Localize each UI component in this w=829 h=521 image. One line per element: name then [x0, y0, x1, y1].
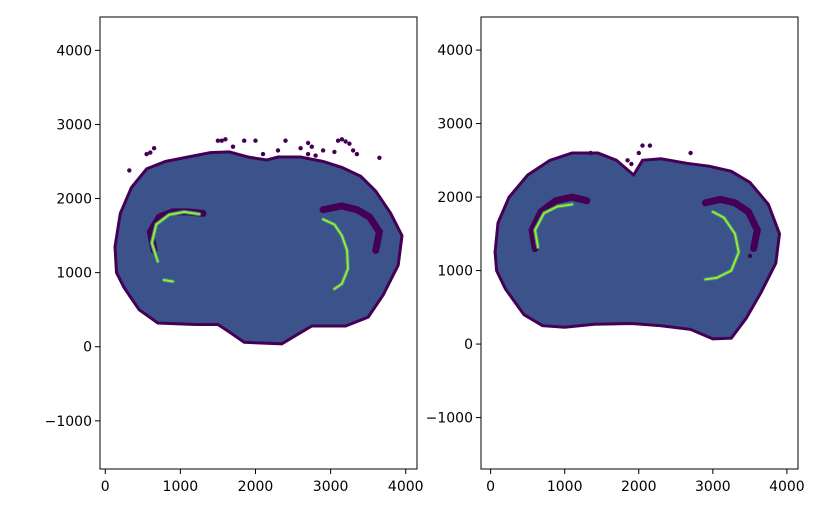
y-tick-label: 2000 — [437, 190, 473, 206]
scatter-point — [283, 138, 288, 143]
scatter-point — [747, 253, 753, 259]
scatter-point — [253, 138, 258, 143]
scatter-point — [230, 144, 236, 149]
scatter-point — [347, 141, 352, 146]
scatter-point — [625, 158, 630, 163]
scatter-point — [339, 137, 345, 142]
bright-band-2 — [322, 218, 349, 290]
x-tick-label: 0 — [101, 479, 110, 495]
right-subplot: 0 1000 2000 3000 4000 −1000 0 1000 2000 3000 4000 — [426, 16, 805, 495]
scatter-point — [640, 143, 645, 148]
scatter-point — [219, 138, 224, 143]
scatter-point — [343, 139, 348, 144]
scatter-point — [127, 168, 132, 173]
inner-structure-1 — [319, 202, 384, 254]
scatter-point — [242, 138, 247, 143]
inner-structure-1 — [701, 195, 761, 252]
bright-band-0 — [534, 203, 574, 248]
y-tick-label: 3000 — [437, 117, 473, 133]
scatter-point — [332, 149, 337, 155]
bright-band-1 — [162, 279, 174, 283]
left-subplot: 0 1000 2000 3000 4000 −1000 0 1000 2000 3000 4000 — [45, 16, 424, 495]
scatter-point — [688, 150, 693, 156]
scatter-point — [629, 161, 634, 167]
tissue-section — [113, 150, 404, 346]
scatter-point — [350, 148, 356, 153]
scatter-point — [647, 143, 653, 148]
scatter-point — [260, 151, 266, 157]
scatter-point — [335, 138, 341, 143]
y-tick-label: 1000 — [56, 266, 92, 282]
axes-frame — [99, 16, 418, 470]
scatter-point — [305, 151, 311, 157]
y-tick-label: −1000 — [426, 411, 473, 427]
scatter-point — [215, 138, 221, 143]
bright-band-0 — [150, 210, 201, 263]
y-tick-label: 4000 — [437, 43, 473, 59]
scatter-point — [305, 140, 311, 146]
x-tick-label: 4000 — [769, 479, 805, 495]
scatter-point — [223, 137, 228, 142]
x-tick-label: 1000 — [163, 479, 199, 495]
scatter-point — [354, 151, 360, 157]
scatter-point — [275, 148, 281, 153]
y-tick-label: 4000 — [56, 43, 92, 59]
x-tick-label: 3000 — [313, 479, 349, 495]
scatter-point — [298, 146, 303, 151]
x-tick-label: 3000 — [695, 479, 731, 495]
scatter-point — [313, 153, 318, 158]
y-tick-label: 0 — [464, 337, 473, 353]
scatter-point — [377, 155, 382, 160]
y-tick-label: 1000 — [437, 264, 473, 280]
x-tick-label: 4000 — [388, 479, 424, 495]
scatter-point — [588, 150, 593, 156]
data-layer — [113, 137, 404, 346]
y-tick-label: 0 — [83, 340, 92, 356]
data-layer — [493, 143, 782, 341]
x-tick-label: 2000 — [621, 479, 657, 495]
scatter-point — [144, 151, 149, 157]
x-tick-label: 2000 — [238, 479, 274, 495]
y-tick-label: 2000 — [56, 192, 92, 208]
x-tick-label: 1000 — [547, 479, 583, 495]
y-tick-label: −1000 — [45, 414, 92, 430]
axes-frame — [480, 16, 799, 470]
x-tick-label: 0 — [486, 479, 495, 495]
scatter-point — [151, 146, 157, 151]
scatter-point — [148, 150, 153, 155]
scatter-point — [309, 144, 314, 149]
inner-structure-0 — [528, 193, 591, 252]
bright-band-1 — [704, 210, 740, 281]
scatter-point — [320, 148, 326, 153]
y-tick-label: 3000 — [56, 117, 92, 133]
scatter-point — [636, 150, 641, 156]
